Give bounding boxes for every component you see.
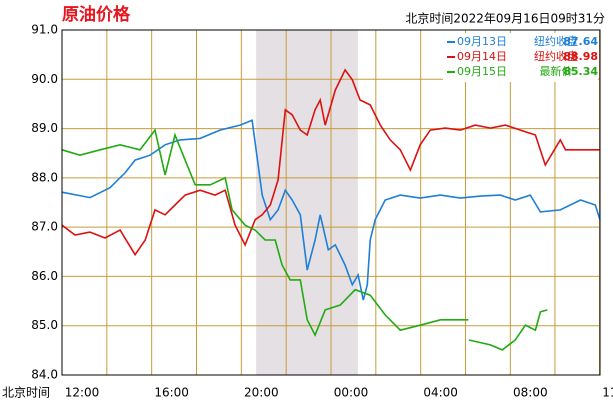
- timestamp: 北京时间2022年09月16日09时31分: [405, 12, 605, 26]
- x-tick-label: 16:00: [154, 386, 189, 400]
- series-line: [61, 128, 548, 351]
- series-line: [61, 119, 601, 301]
- y-tick-label: 85.0: [31, 318, 58, 332]
- chart-title: 原油价格: [62, 4, 131, 25]
- y-tick-label: 91.0: [31, 23, 58, 37]
- legend-value: 88.98: [563, 50, 598, 63]
- legend-value: 87.64: [563, 35, 598, 48]
- x-tick-label: 08:00: [513, 386, 548, 400]
- y-tick-label: 88.0: [31, 170, 58, 184]
- x-tick-label: 00:00: [334, 386, 369, 400]
- y-tick-label: 86.0: [31, 269, 58, 283]
- legend-note: 纽约收盘: [534, 49, 578, 63]
- y-tick-label: 84.0: [31, 368, 58, 382]
- legend-name: 09月15日: [457, 65, 507, 78]
- x-tick-label: 04:00: [423, 386, 458, 400]
- legend-note: 纽约收盘: [534, 34, 578, 48]
- y-tick-label: 87.0: [31, 220, 58, 234]
- x-tick-label: 12:00: [65, 386, 100, 400]
- y-tick-label: 90.0: [31, 72, 58, 86]
- legend-name: 09月13日: [457, 35, 507, 48]
- x-tick-label: 20:00: [244, 386, 279, 400]
- legend-box: [443, 33, 598, 82]
- legend-note: 最新价: [540, 64, 573, 78]
- y-tick-label: 89.0: [31, 121, 58, 135]
- plot-border: [61, 29, 601, 376]
- legend-name: 09月14日: [457, 50, 507, 63]
- series-line: [61, 68, 600, 257]
- x-tick-label: 11:59: [602, 386, 613, 400]
- x-axis-label: 北京时间: [2, 386, 50, 400]
- legend-value: 85.34: [563, 65, 598, 78]
